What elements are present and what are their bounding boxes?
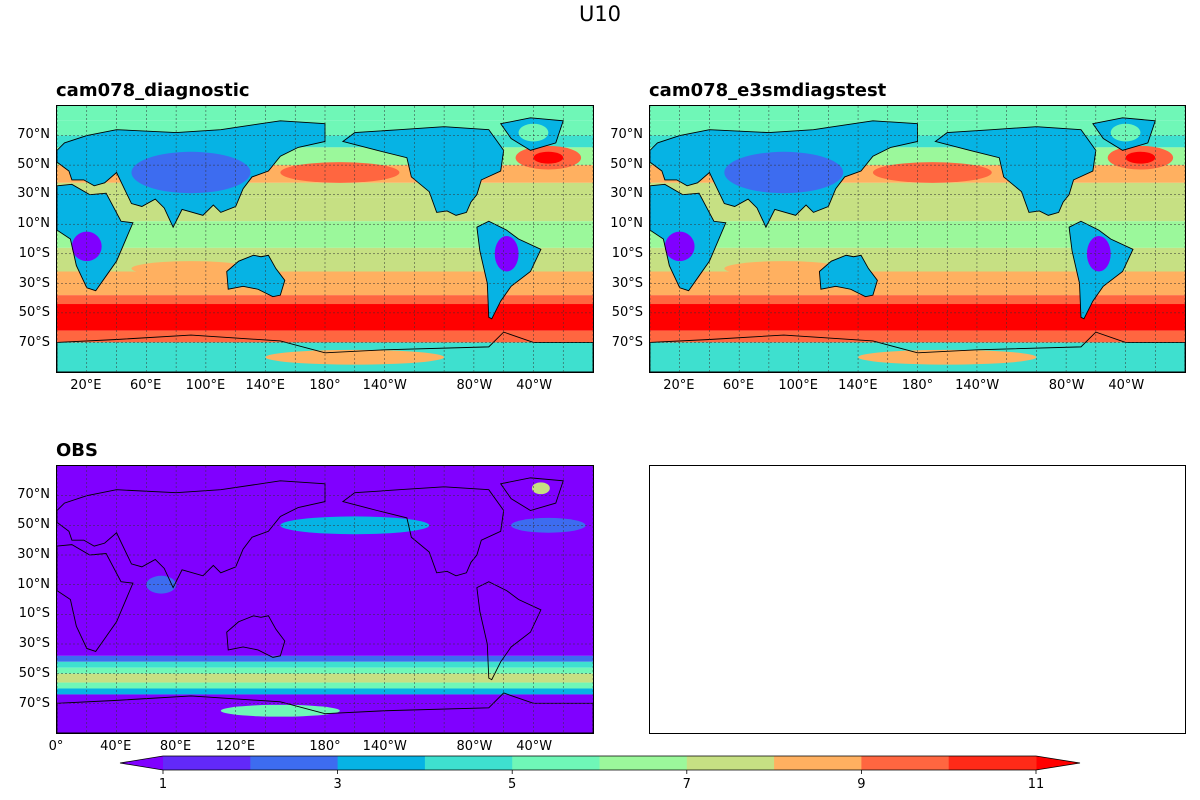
colorbar-tick-label: 7 (682, 777, 691, 792)
colorbar-segment (163, 756, 251, 770)
map-panel-obs (56, 465, 594, 734)
colorbar-segment (250, 756, 339, 770)
colorbar-tick-label: 9 (857, 777, 866, 792)
lon-tick-label: 60°E (722, 378, 755, 393)
lon-tick-label: 100°E (778, 378, 818, 393)
lon-tick-label: 40°W (1108, 378, 1145, 393)
lon-tick-label: 80°E (159, 739, 192, 754)
colorbar-over-arrow (1036, 756, 1080, 770)
lat-tick-label: 50°S (611, 305, 643, 321)
panel-title-model-1: cam078_diagnostic (56, 80, 250, 101)
lon-tick-label: 80°W (456, 739, 493, 754)
lat-tick-label: 70°N (17, 126, 50, 142)
lon-tick-label: 80°W (456, 378, 493, 393)
colorbar-segment (424, 756, 513, 770)
lat-tick-label: 70°N (610, 126, 643, 142)
map-panel-model-1 (56, 105, 594, 373)
lon-tick-label: 40°W (516, 378, 553, 393)
lon-tick-label: 60°E (130, 378, 162, 393)
lon-tick-label: 20°E (663, 378, 695, 393)
lat-tick-label: 30°N (610, 186, 643, 202)
lat-tick-label: 70°S (611, 335, 643, 351)
lon-tick-label: 80°W (1048, 378, 1085, 393)
lat-tick-label: 10°N (17, 576, 50, 592)
colorbar-under-arrow (120, 756, 163, 770)
colorbar (119, 755, 1081, 774)
lat-tick-label: 30°S (611, 275, 643, 291)
colorbar-segment (948, 756, 1037, 770)
map-plot-2 (650, 106, 1185, 372)
lat-tick-label: 50°S (18, 305, 50, 321)
lon-tick-label: 100°E (185, 378, 226, 393)
colorbar-segment (861, 756, 950, 770)
colorbar-segment (337, 756, 426, 770)
lat-tick-label: 50°S (18, 666, 50, 682)
panel-title-obs: OBS (56, 440, 98, 461)
colorbar-tick-label: 11 (1027, 777, 1045, 792)
figure-title: U10 (578, 2, 622, 26)
lon-tick-label: 40°W (516, 739, 553, 754)
colorbar-segment (599, 756, 688, 770)
lon-tick-label: 180° (309, 739, 341, 754)
colorbar-tick-label: 5 (508, 777, 517, 792)
colorbar-segment (774, 756, 862, 770)
lon-tick-label: 180° (901, 378, 934, 393)
colorbar-segment (686, 756, 775, 770)
lat-tick-label: 30°N (17, 186, 50, 202)
lon-tick-label: 140°E (245, 378, 285, 393)
lon-tick-label: 140°W (955, 378, 1000, 393)
lat-tick-label: 70°S (18, 696, 50, 712)
lat-tick-label: 30°N (17, 546, 50, 562)
map-plot-3 (57, 466, 593, 733)
lat-tick-label: 10°S (18, 245, 50, 261)
lon-tick-label: 40°E (100, 739, 132, 754)
lat-tick-label: 70°S (18, 335, 50, 351)
lat-tick-label: 10°N (610, 216, 643, 232)
empty-panel (649, 465, 1186, 734)
lat-tick-label: 30°S (18, 275, 50, 291)
lat-tick-label: 30°S (18, 636, 50, 652)
lon-tick-label: 140°W (362, 739, 407, 754)
lat-tick-label: 50°N (17, 516, 50, 532)
lat-tick-label: 50°N (17, 156, 50, 172)
lat-tick-label: 10°S (18, 606, 50, 622)
lon-tick-label: 120°E (215, 739, 256, 754)
lon-tick-label: 20°E (70, 378, 102, 393)
lon-tick-label: 0° (48, 739, 64, 754)
map-panel-model-2 (649, 105, 1186, 373)
lon-tick-label: 180° (309, 378, 341, 393)
map-plot-1 (57, 106, 593, 372)
colorbar-tick-label: 3 (333, 777, 342, 792)
colorbar-tick-label: 1 (158, 777, 168, 792)
panel-title-model-2: cam078_e3smdiagstest (649, 80, 887, 101)
lon-tick-label: 140°E (838, 378, 878, 393)
lat-tick-label: 50°N (610, 156, 643, 172)
lat-tick-label: 10°S (611, 245, 643, 261)
lon-tick-label: 140°W (362, 378, 407, 393)
lat-tick-label: 70°N (17, 486, 50, 502)
lat-tick-label: 10°N (17, 216, 50, 232)
colorbar-segment (512, 756, 600, 770)
